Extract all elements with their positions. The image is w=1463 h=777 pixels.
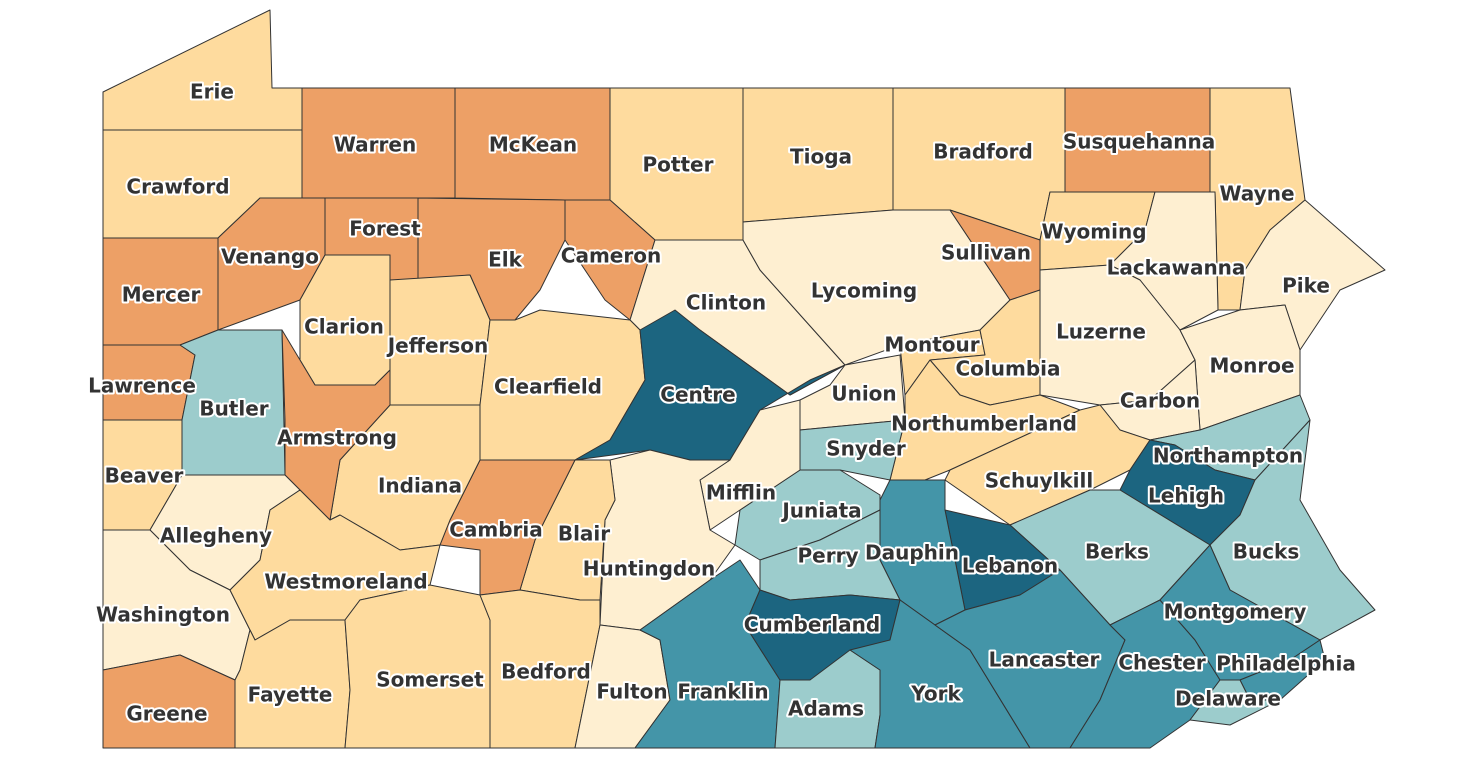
county-label: Bradford: [933, 140, 1033, 164]
county: [344, 584, 491, 749]
county-label: Butler: [199, 397, 268, 421]
county-label: Warren: [334, 133, 416, 157]
county-label: Philadelphia: [1216, 652, 1356, 676]
county-label: Indiana: [378, 474, 462, 498]
county-label: Lackawanna: [1107, 256, 1246, 280]
county: [281, 329, 391, 521]
county-label: Wayne: [1219, 182, 1294, 206]
county-label: Cameron: [561, 244, 661, 268]
county-label: Adams: [788, 697, 864, 721]
county-label: Greene: [126, 702, 207, 726]
county: [1189, 679, 1281, 726]
county-label: Montgomery: [1164, 600, 1307, 624]
county-label: Clarion: [304, 315, 384, 339]
county-label: Clinton: [686, 291, 766, 315]
county-label: Bucks: [1233, 540, 1300, 564]
county-label: Perry: [798, 544, 859, 568]
county-label: Blair: [558, 522, 610, 546]
county-label: Fulton: [596, 680, 667, 704]
county-label: McKean: [489, 133, 577, 157]
county-label: Lancaster: [989, 648, 1100, 672]
county-label: Bedford: [501, 660, 591, 684]
county-label: Centre: [660, 383, 735, 407]
county-label: Schuylkill: [985, 469, 1094, 493]
county-label: Juniata: [780, 499, 861, 523]
county-label: Lawrence: [88, 374, 196, 398]
county-label: Northampton: [1153, 444, 1303, 468]
county-label: Huntingdon: [583, 557, 715, 581]
county-label: Chester: [1118, 651, 1206, 675]
county-label: Delaware: [1175, 687, 1281, 711]
county: [699, 399, 801, 531]
county-label: Berks: [1085, 540, 1149, 564]
county-label: Somerset: [376, 668, 484, 692]
county-label: Elk: [488, 248, 523, 272]
county-label: Luzerne: [1056, 320, 1146, 344]
county-label: Montour: [884, 333, 979, 357]
county: [1209, 419, 1376, 641]
county-label: Potter: [643, 153, 714, 177]
county-label: Fayette: [248, 683, 333, 707]
county-layer: [102, 9, 1386, 749]
county-label: Union: [831, 382, 896, 406]
county-label: Northumberland: [891, 412, 1077, 436]
county-label: Venango: [221, 245, 319, 269]
county-label: Mifflin: [706, 481, 776, 505]
county-label: Carbon: [1120, 389, 1200, 413]
county-label: Erie: [190, 80, 234, 104]
county-label: Beaver: [105, 464, 184, 488]
county-label: Dauphin: [865, 541, 959, 565]
county-label: Armstrong: [277, 426, 397, 450]
county-label: Crawford: [126, 175, 229, 199]
county: [102, 9, 303, 131]
label-layer: Erie Crawford Warren McKean Potter Tioga Bradf…: [86, 78, 1358, 728]
county: [102, 654, 236, 749]
county-label: Susquehanna: [1063, 130, 1215, 154]
county-label: Monroe: [1209, 354, 1294, 378]
county-label: Westmoreland: [264, 570, 427, 594]
county-label: Franklin: [677, 680, 768, 704]
county-label: Jefferson: [386, 334, 489, 358]
county-label: Washington: [96, 603, 230, 627]
county-label: Allegheny: [160, 524, 272, 548]
county-label: Snyder: [826, 437, 906, 461]
county-label: Tioga: [790, 145, 852, 169]
county-label: Pike: [1282, 274, 1330, 298]
county-label: Forest: [349, 217, 421, 241]
county-label: Mercer: [122, 283, 201, 307]
county-label: Wyoming: [1041, 220, 1146, 244]
county-label: Cambria: [449, 518, 543, 542]
county-label: Cumberland: [744, 613, 880, 637]
county-label: York: [910, 682, 961, 706]
county-label: Columbia: [955, 357, 1060, 381]
county-label: Lebanon: [962, 554, 1058, 578]
county-label: Lycoming: [811, 279, 917, 303]
county-label: Sullivan: [941, 241, 1031, 265]
county-label: Lehigh: [1148, 484, 1224, 508]
county-label: Clearfield: [494, 375, 602, 399]
